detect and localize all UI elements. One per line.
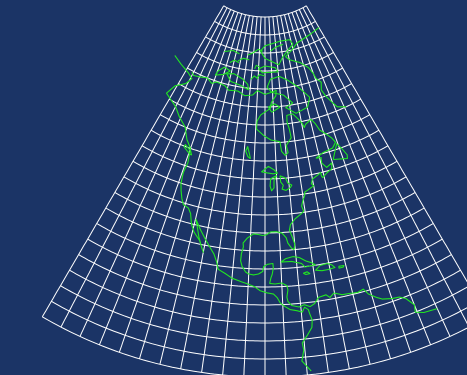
meridian-line xyxy=(79,9,232,337)
arctic-island-coastline xyxy=(224,49,240,55)
meridian-line xyxy=(295,10,432,345)
southampton-island-coastline xyxy=(267,103,281,113)
meridian-line xyxy=(201,16,254,373)
coastlines xyxy=(165,27,438,372)
newfoundland-coastline xyxy=(332,143,348,161)
devon-island-coastline xyxy=(258,65,279,74)
baffin-island-coastline xyxy=(266,75,311,114)
graticule-grid xyxy=(41,5,467,375)
meridian-line xyxy=(276,16,329,373)
arctic-island-coastline xyxy=(256,73,266,79)
meridian-line xyxy=(298,9,451,337)
meridian-line xyxy=(180,15,250,369)
meridian-line xyxy=(118,12,239,353)
meridian-line xyxy=(280,15,350,369)
banks-island-coastline xyxy=(214,66,231,76)
jamaica-coastline xyxy=(302,271,311,276)
greenland-coastline xyxy=(285,27,347,108)
meridian-line xyxy=(302,7,467,325)
meridian-line xyxy=(291,12,412,353)
meridian-line xyxy=(268,16,287,375)
meridian-line xyxy=(305,5,467,283)
meridian-line xyxy=(41,5,225,318)
lake-huron-erie-coastline xyxy=(279,175,293,191)
puerto-rico-coastline xyxy=(338,264,345,269)
parallel-line xyxy=(42,316,467,375)
atlantic-coast-coastline xyxy=(191,71,337,250)
pacific-coast-coastline xyxy=(165,55,313,372)
arctic-island-coastline xyxy=(237,57,250,62)
cuba-coastline xyxy=(280,256,316,268)
gulf-coast-coastline xyxy=(240,231,438,314)
meridian-line xyxy=(60,7,228,328)
arctic-island-coastline xyxy=(270,43,284,52)
victoria-island-coastline xyxy=(226,73,250,91)
meridian-line xyxy=(287,13,391,359)
meridian-line xyxy=(159,14,246,365)
meridian-line xyxy=(139,13,243,359)
lake-michigan-coastline xyxy=(269,175,278,192)
arctic-island-coastline xyxy=(247,48,264,56)
great-lakes-coastline xyxy=(261,165,278,175)
arctic-island-coastline xyxy=(254,64,261,70)
arctic-island-coastline xyxy=(250,75,259,80)
meridian-line xyxy=(284,14,371,365)
hispaniola-coastline xyxy=(315,262,336,272)
meridian-line xyxy=(98,10,235,345)
meridian-line xyxy=(222,16,258,375)
vancouver-island-coastline xyxy=(183,144,193,156)
ellesmere-island-coastline xyxy=(259,39,294,66)
arctic-island-coastline xyxy=(229,59,240,64)
lake-winnipeg-coastline xyxy=(245,146,251,160)
